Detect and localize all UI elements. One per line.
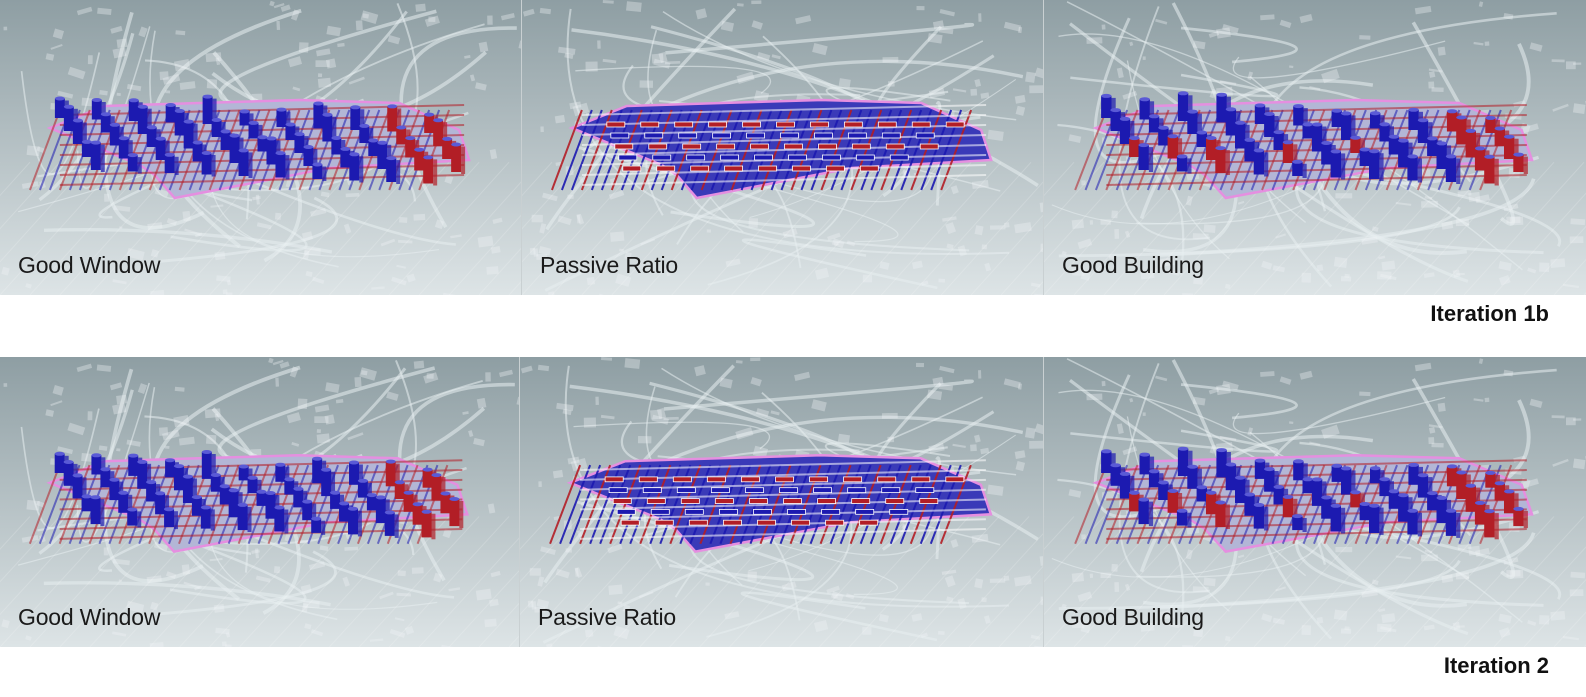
panel-good-building-1b: Good Building	[1044, 0, 1586, 295]
panel-passive-ratio-2: Passive Ratio	[520, 357, 1044, 647]
map-render	[1044, 357, 1586, 647]
map-render	[0, 357, 519, 647]
map-render	[520, 357, 1043, 647]
panel-passive-ratio-1b: Passive Ratio	[522, 0, 1044, 295]
map-render	[522, 0, 1043, 295]
panel-label: Passive Ratio	[538, 604, 677, 630]
panel-label: Good Building	[1062, 604, 1204, 630]
iteration-1b-row: Good Window Passive Ratio Good Building	[0, 0, 1586, 295]
iteration-label: Iteration 1b	[1430, 301, 1549, 326]
map-render	[0, 0, 521, 295]
panel-good-window-1b: Good Window	[0, 0, 522, 295]
panel-good-window-2: Good Window	[0, 357, 520, 647]
map-render	[1044, 0, 1586, 295]
panel-label: Good Window	[18, 252, 161, 278]
panel-label: Good Building	[1062, 252, 1204, 278]
panel-label: Passive Ratio	[540, 252, 679, 278]
panel-label: Good Window	[18, 604, 161, 630]
iteration-2-row: Good Window Passive Ratio Good Building	[0, 357, 1586, 647]
iteration-label: Iteration 2	[1443, 653, 1549, 678]
panel-good-building-2: Good Building	[1044, 357, 1586, 647]
